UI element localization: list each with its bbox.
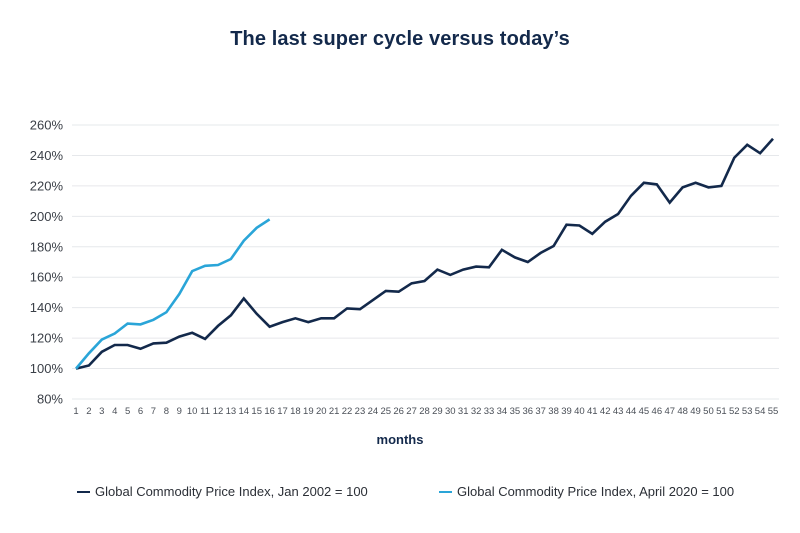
y-tick-label: 80%	[37, 392, 63, 407]
y-tick-label: 120%	[30, 331, 64, 346]
x-tick-label: 47	[664, 406, 675, 417]
x-tick-label: 15	[251, 406, 262, 417]
x-tick-label: 16	[264, 406, 275, 417]
x-tick-label: 24	[368, 406, 379, 417]
x-tick-label: 20	[316, 406, 327, 417]
x-tick-label: 33	[484, 406, 495, 417]
x-tick-label: 39	[561, 406, 572, 417]
y-tick-label: 240%	[30, 148, 64, 163]
x-tick-label: 12	[213, 406, 224, 417]
x-tick-label: 23	[355, 406, 366, 417]
x-tick-label: 38	[548, 406, 559, 417]
x-tick-label: 41	[587, 406, 598, 417]
x-tick-label: 2	[86, 406, 91, 417]
x-tick-label: 19	[303, 406, 314, 417]
series-lines	[75, 137, 774, 370]
x-tick-label: 37	[535, 406, 546, 417]
x-tick-label: 8	[164, 406, 169, 417]
x-tick-label: 25	[380, 406, 391, 417]
x-tick-label: 5	[125, 406, 130, 417]
y-tick-label: 160%	[30, 270, 64, 285]
x-tick-label: 28	[419, 406, 430, 417]
x-tick-label: 32	[471, 406, 482, 417]
x-tick-label: 51	[716, 406, 727, 417]
legend-swatch-dark	[77, 490, 90, 493]
x-tick-label: 43	[613, 406, 624, 417]
series-line-april-2020	[75, 218, 271, 370]
x-tick-label: 10	[187, 406, 198, 417]
y-tick-label: 140%	[30, 300, 64, 315]
x-tick-label: 18	[290, 406, 301, 417]
x-tick-label: 31	[458, 406, 469, 417]
x-tick-label: 45	[639, 406, 650, 417]
x-tick-label: 42	[600, 406, 611, 417]
y-tick-label: 260%	[30, 118, 64, 133]
x-axis-ticks: 1 2 3 4 5 6 7 8 9 10 11 12 13 14 15 16 17 18 19 20 21 22 23 24 2…	[73, 406, 778, 417]
x-tick-label: 36	[522, 406, 533, 417]
y-tick-label: 100%	[30, 361, 64, 376]
x-tick-label: 49	[690, 406, 701, 417]
series-line-jan-2002	[75, 137, 774, 370]
x-tick-label: 4	[112, 406, 117, 417]
x-tick-label: 35	[510, 406, 521, 417]
x-tick-label: 1	[73, 406, 78, 417]
x-tick-label: 17	[277, 406, 288, 417]
x-tick-label: 30	[445, 406, 456, 417]
x-tick-label: 53	[742, 406, 753, 417]
x-tick-label: 44	[626, 406, 637, 417]
x-tick-label: 46	[652, 406, 663, 417]
legend-label: Global Commodity Price Index, April 2020…	[457, 484, 735, 499]
x-tick-label: 3	[99, 406, 104, 417]
x-tick-label: 26	[393, 406, 404, 417]
x-tick-label: 50	[703, 406, 714, 417]
x-tick-label: 34	[497, 406, 508, 417]
y-tick-label: 200%	[30, 209, 64, 224]
y-axis-ticks: 80% 100% 120% 140% 160% 180% 200% 220% 240% 260%	[30, 118, 64, 407]
gridlines	[72, 124, 779, 400]
x-tick-label: 7	[151, 406, 156, 417]
x-tick-label: 22	[342, 406, 353, 417]
x-tick-label: 29	[432, 406, 443, 417]
x-tick-label: 21	[329, 406, 340, 417]
x-tick-label: 55	[768, 406, 779, 417]
y-tick-label: 220%	[30, 178, 64, 193]
y-tick-label: 180%	[30, 239, 64, 254]
legend-label: Global Commodity Price Index, Jan 2002 =…	[95, 484, 368, 499]
x-tick-label: 52	[729, 406, 740, 417]
x-tick-label: 9	[177, 406, 182, 417]
x-tick-label: 6	[138, 406, 143, 417]
chart-title: The last super cycle versus today’s	[230, 28, 570, 50]
x-tick-label: 40	[574, 406, 585, 417]
x-tick-label: 11	[200, 406, 210, 417]
x-tick-label: 54	[755, 406, 766, 417]
x-tick-label: 48	[677, 406, 688, 417]
x-tick-label: 27	[406, 406, 417, 417]
legend-item-april-2020: Global Commodity Price Index, April 2020…	[439, 484, 734, 499]
x-tick-label: 13	[226, 406, 237, 417]
x-axis-label: months	[376, 432, 424, 447]
legend-swatch-light	[439, 490, 452, 493]
x-tick-label: 14	[239, 406, 250, 417]
legend-item-jan-2002: Global Commodity Price Index, Jan 2002 =…	[77, 484, 368, 499]
